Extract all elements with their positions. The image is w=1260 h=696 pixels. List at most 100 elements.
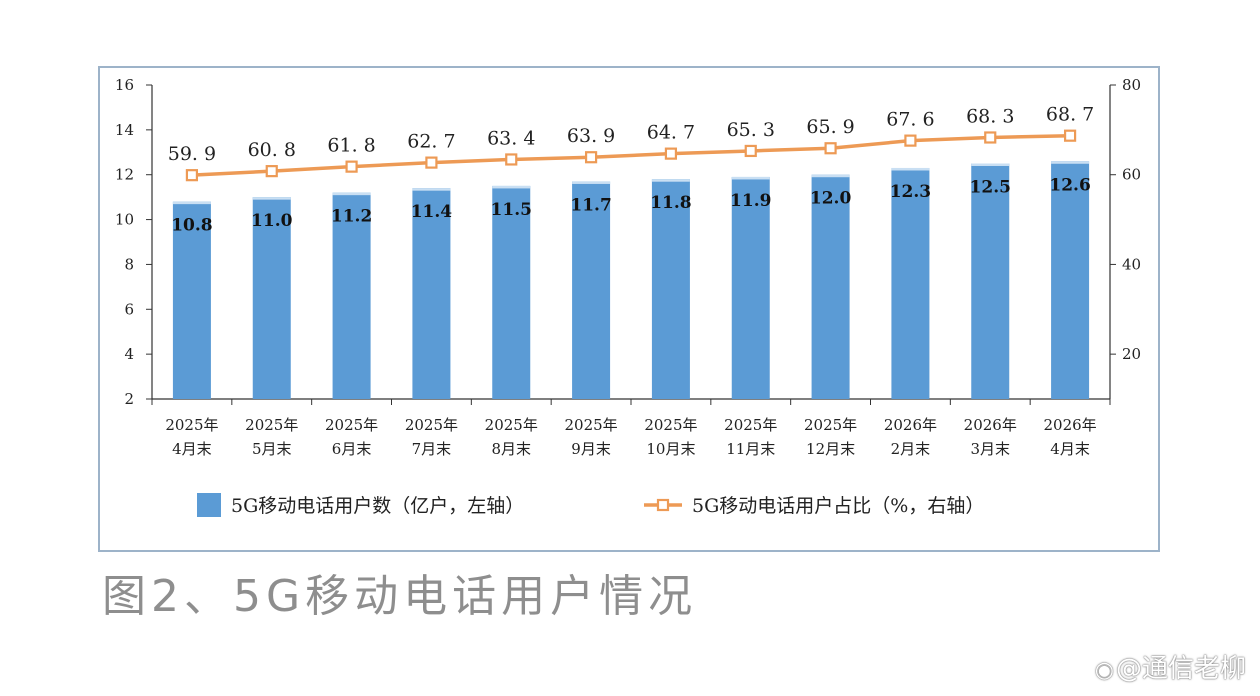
bar-data-label: 11.9	[730, 191, 771, 211]
bar-data-label: 11.2	[331, 207, 372, 227]
line-data-label: 65. 3	[727, 119, 775, 141]
x-tick-label-month: 6月末	[332, 440, 372, 458]
line-marker	[185, 169, 199, 182]
x-tick-label-month: 10月末	[646, 440, 695, 458]
legend-bar-swatch	[197, 493, 221, 517]
watermark-text: @通信老柳	[1115, 654, 1246, 684]
y-right-tick-label: 60	[1122, 166, 1141, 184]
x-tick-label-year: 2025年	[325, 416, 378, 434]
bar-top-highlight	[651, 179, 690, 182]
bar	[971, 163, 1010, 399]
line-marker	[984, 131, 997, 144]
line-data-label: 65. 9	[806, 116, 854, 138]
y-left-tick-label: 4	[124, 345, 134, 363]
line-data-label: 68. 7	[1046, 104, 1094, 126]
y-right-tick-label: 20	[1122, 345, 1141, 363]
y-left-tick-label: 6	[124, 300, 134, 318]
bar	[492, 185, 531, 399]
y-right-tick-label: 80	[1122, 76, 1141, 94]
x-tick-label-month: 5月末	[252, 440, 292, 458]
bar	[891, 167, 930, 399]
bar-data-label: 11.5	[491, 200, 532, 220]
bar-data-label: 12.0	[810, 189, 852, 209]
bar-top-highlight	[412, 188, 451, 191]
bar-data-label: 12.6	[1049, 175, 1090, 195]
bar	[412, 188, 451, 399]
line-data-label: 62. 7	[407, 131, 455, 153]
x-tick-label-month: 12月末	[806, 440, 855, 458]
x-tick-label-month: 2月末	[891, 440, 931, 458]
line-data-label: 60. 8	[248, 139, 296, 161]
bar	[811, 174, 850, 399]
bar-top-highlight	[971, 163, 1010, 166]
weibo-icon: ◉	[1094, 658, 1114, 683]
line-data-label: 63. 9	[567, 125, 615, 147]
y-left-tick-label: 12	[115, 166, 134, 184]
x-tick-label-year: 2026年	[964, 416, 1017, 434]
y-left-tick-label: 10	[115, 211, 134, 229]
bar-data-label: 11.0	[251, 211, 293, 231]
bar-data-label: 12.3	[890, 182, 931, 202]
x-tick-label-year: 2025年	[245, 416, 298, 434]
x-tick-label-month: 7月末	[412, 440, 452, 458]
y-right-tick-label: 40	[1122, 255, 1141, 273]
x-tick-label-year: 2026年	[1043, 416, 1096, 434]
bar-data-label: 11.4	[411, 202, 453, 222]
line-marker	[505, 153, 518, 166]
line-marker	[265, 165, 278, 178]
bar-top-highlight	[811, 174, 850, 178]
line-data-label: 61. 8	[327, 135, 375, 157]
bar	[1051, 161, 1090, 399]
bar-top-highlight	[492, 185, 531, 189]
line-data-label: 68. 3	[966, 105, 1014, 127]
line-marker	[904, 134, 917, 147]
bar-data-label: 11.7	[570, 195, 611, 215]
line-data-label: 63. 4	[487, 127, 535, 149]
chart-frame: 2 4 6 8 10 12 14 16 20 40 60 80 2025年 4月末 2025年 5月末 2025…	[98, 66, 1160, 552]
x-tick-label-year: 2026年	[884, 416, 937, 434]
x-tick-label-month: 11月末	[726, 440, 775, 458]
x-tick-label-month: 4月末	[1050, 440, 1090, 458]
bar	[572, 181, 611, 399]
bar	[172, 201, 211, 399]
line-marker	[425, 156, 438, 169]
x-tick-label-month: 4月末	[172, 440, 212, 458]
x-tick-label-year: 2025年	[485, 416, 538, 434]
x-tick-label-year: 2025年	[165, 416, 218, 434]
y-left-tick-label: 8	[124, 255, 134, 273]
bar-top-highlight	[1051, 161, 1090, 164]
line-marker	[345, 160, 358, 173]
bar-data-label: 10.8	[171, 216, 212, 236]
x-tick-label-year: 2025年	[564, 416, 617, 434]
legend-line-marker	[656, 498, 670, 512]
y-left-tick-label: 2	[124, 390, 134, 408]
series-line	[191, 133, 1071, 177]
y-left-tick-label: 14	[115, 121, 134, 139]
bar-data-label: 11.8	[650, 193, 691, 213]
legend-bar-label: 5G移动电话用户数（亿户，左轴）	[231, 495, 524, 517]
line-data-label: 59. 9	[168, 143, 216, 165]
chart-svg: 2 4 6 8 10 12 14 16 20 40 60 80 2025年 4月末 2025年 5月末 2025…	[115, 76, 1141, 517]
x-tick-label-month: 3月末	[970, 440, 1010, 458]
line-marker	[744, 144, 757, 158]
x-tick-label-year: 2025年	[724, 416, 777, 434]
bar-top-highlight	[252, 197, 291, 200]
bar	[332, 192, 371, 399]
line-marker	[824, 142, 837, 155]
line-data-label: 67. 6	[886, 109, 934, 131]
bar-top-highlight	[172, 201, 211, 205]
x-tick-label-year: 2025年	[405, 416, 458, 434]
bar-top-highlight	[572, 181, 611, 184]
bar	[252, 197, 291, 399]
line-marker	[664, 147, 678, 160]
x-tick-label-year: 2025年	[644, 416, 697, 434]
x-tick-label-month: 9月末	[571, 440, 611, 458]
figure-caption: 图2、5G移动电话用户情况	[102, 571, 698, 622]
bar-top-highlight	[332, 192, 371, 196]
bar-top-highlight	[731, 176, 770, 180]
bar-data-label: 12.5	[970, 178, 1011, 198]
line-marker	[1063, 129, 1077, 142]
bar	[731, 176, 770, 399]
legend-line-label: 5G移动电话用户占比（%，右轴）	[692, 495, 984, 517]
x-tick-label-month: 8月末	[491, 440, 531, 458]
